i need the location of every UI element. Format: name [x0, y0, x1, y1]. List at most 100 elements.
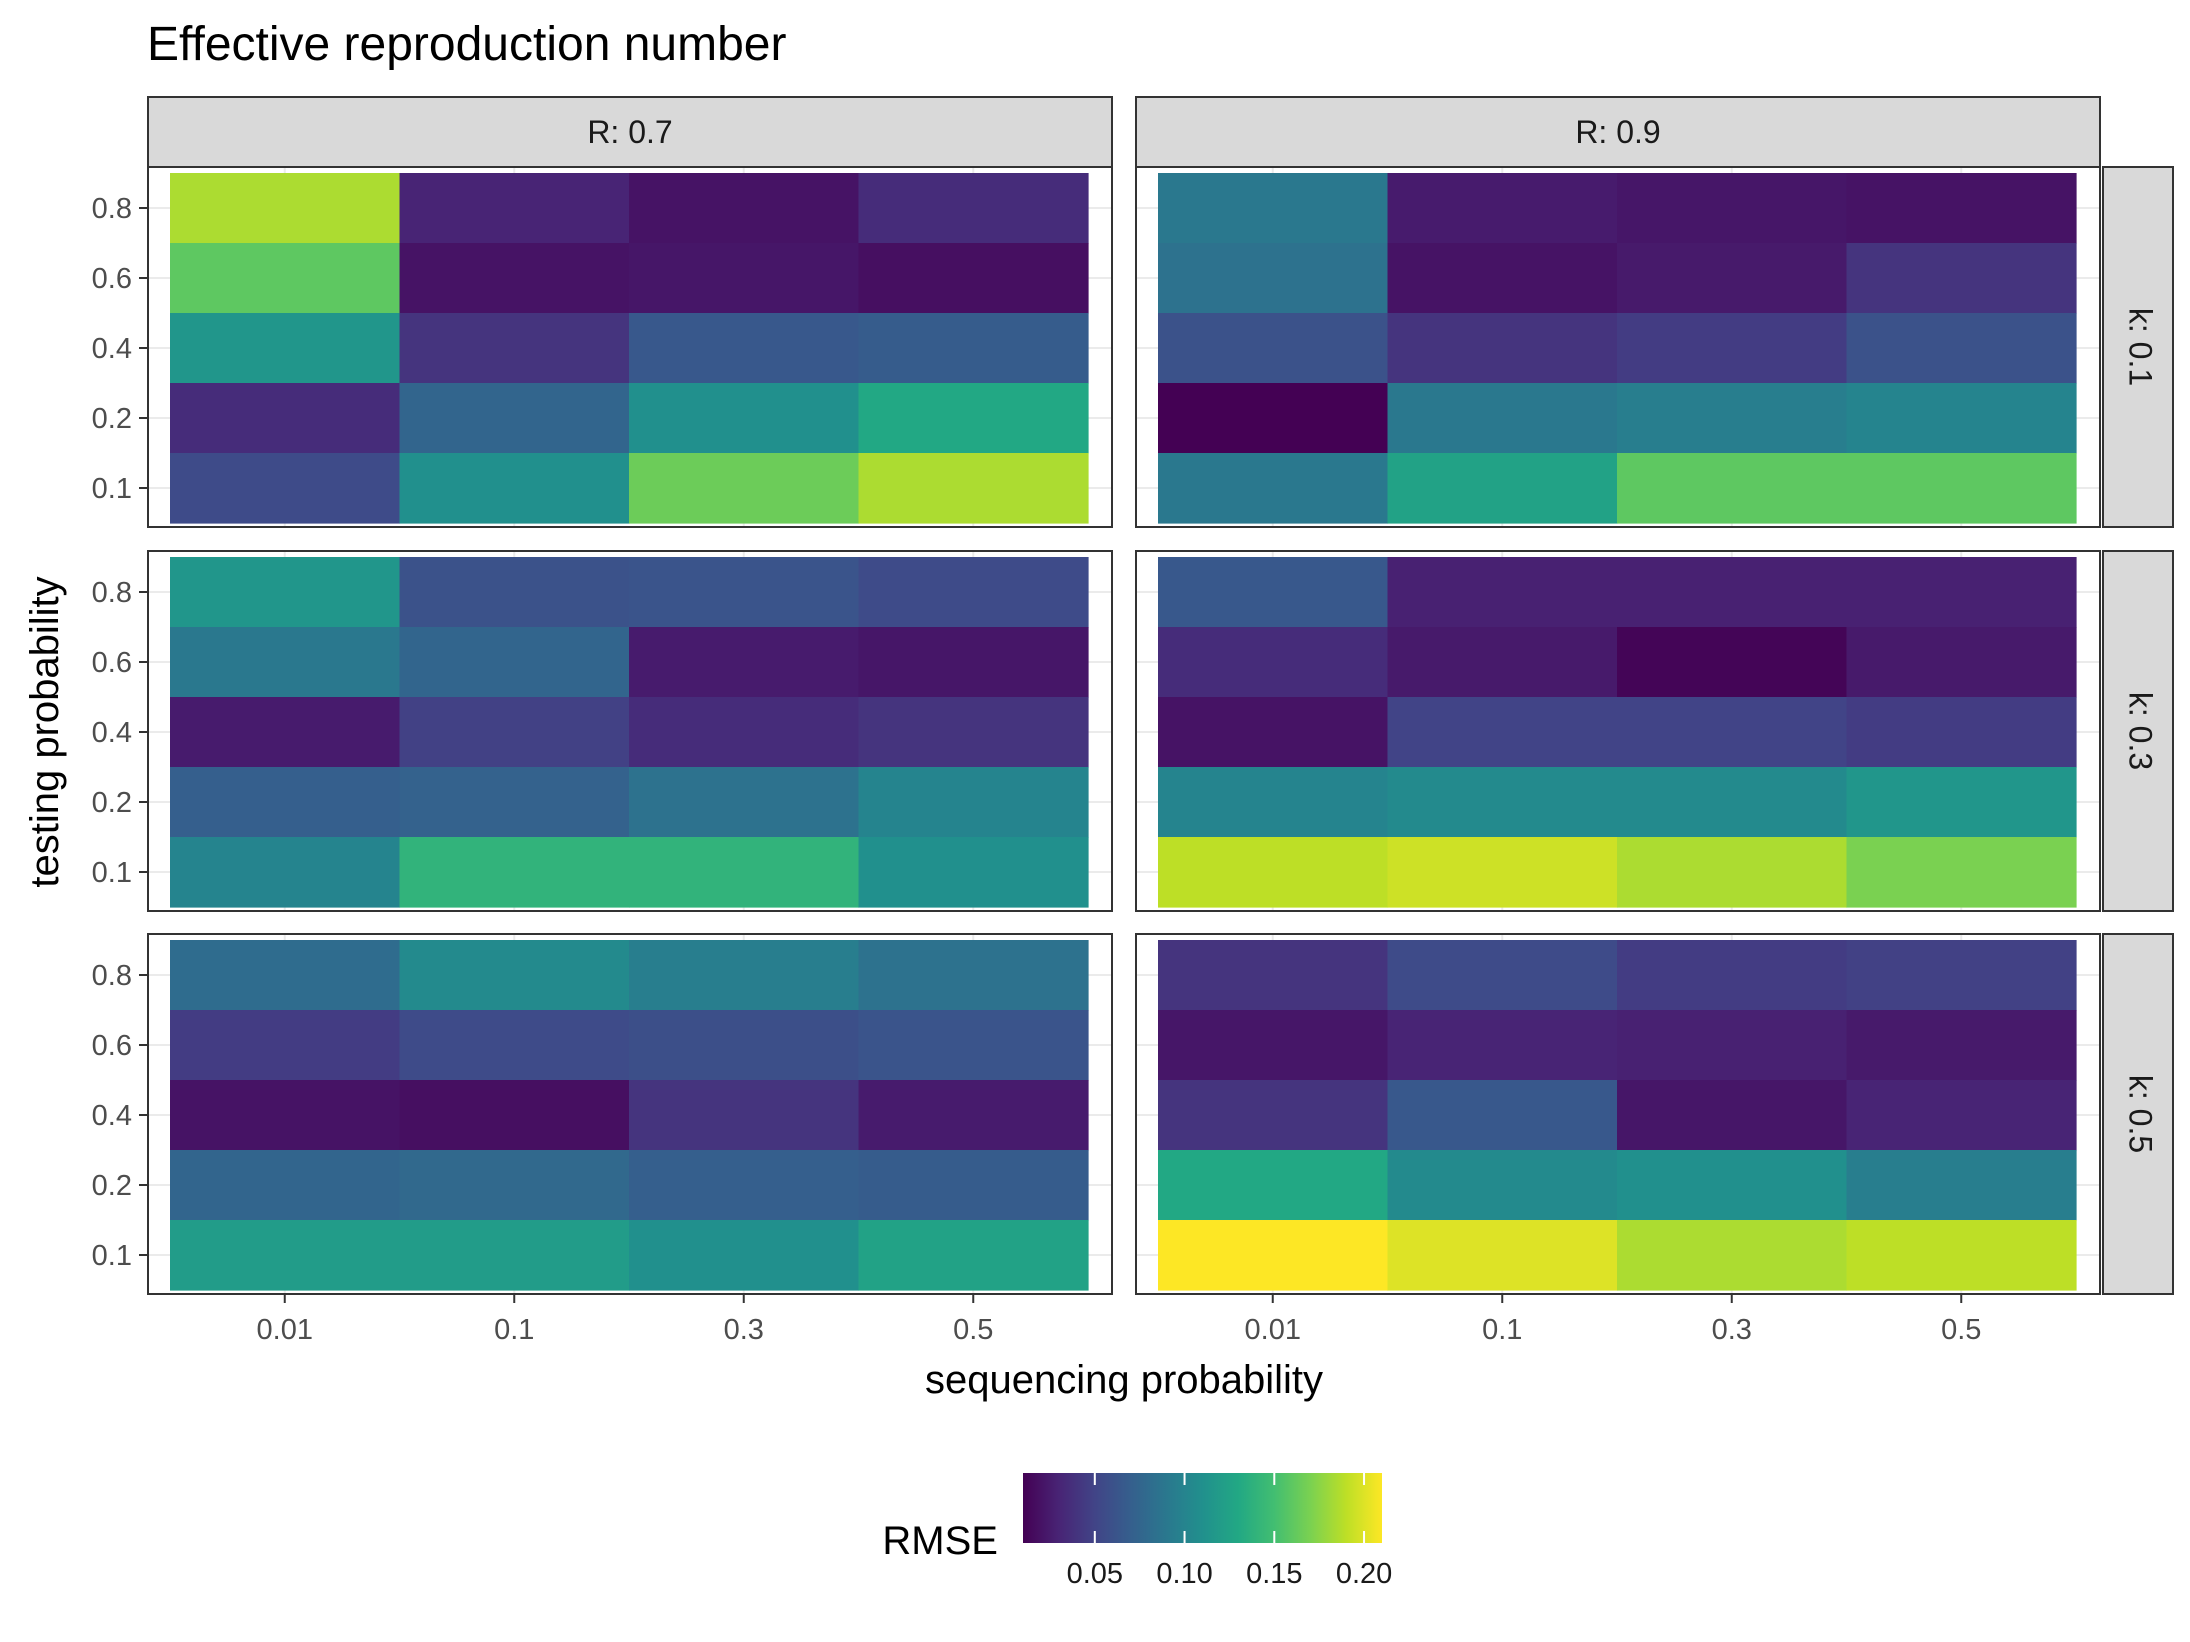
heatmap-cell [1846, 313, 2077, 384]
heatmap-cell [1387, 837, 1618, 908]
heatmap-cell [1617, 313, 1848, 384]
heatmap-cell [170, 697, 401, 768]
heatmap-cell [1846, 1220, 2077, 1291]
heatmap-cell [1158, 453, 1389, 524]
heatmap-cell [1617, 940, 1848, 1011]
heatmap-cell [170, 940, 401, 1011]
heatmap-cell [629, 453, 860, 524]
row-strip-label: k: 0.3 [2123, 692, 2159, 770]
legend-tick-label: 0.20 [1336, 1558, 1392, 1590]
heatmap-cell [1387, 1080, 1618, 1151]
heatmap-cell [1617, 1150, 1848, 1221]
heatmap-cell [1617, 837, 1848, 908]
heatmap-cell [1158, 697, 1389, 768]
x-tick-label: 0.3 [1712, 1314, 1752, 1346]
heatmap-cell [399, 837, 630, 908]
heatmap-cell [399, 173, 630, 244]
heatmap-cell [1387, 1010, 1618, 1081]
heatmap-cell [399, 313, 630, 384]
heatmap-cell [399, 697, 630, 768]
heatmap-cell [1158, 837, 1389, 908]
legend-tick-label: 0.10 [1156, 1558, 1212, 1590]
heatmap-cell [399, 1080, 630, 1151]
heatmap-cell [1387, 767, 1618, 838]
heatmap-cell [1846, 173, 2077, 244]
heatmap-cell [1617, 627, 1848, 698]
heatmap-cell [629, 1220, 860, 1291]
x-tick-label: 0.5 [953, 1314, 993, 1346]
heatmap-cell [1387, 243, 1618, 314]
heatmap-cell [629, 243, 860, 314]
legend: RMSE 0.05 0.10 0.15 0.20 [882, 1473, 1392, 1590]
heatmap-cell [1158, 627, 1389, 698]
heatmap-cell [629, 557, 860, 628]
heatmap-cell [1617, 453, 1848, 524]
legend-colorbar [1023, 1473, 1382, 1543]
heatmap-cell [1387, 557, 1618, 628]
heatmap-cell [1158, 557, 1389, 628]
heatmap-cell [1846, 940, 2077, 1011]
heatmap-cell [1617, 697, 1848, 768]
y-tick-label: 0.8 [92, 193, 132, 225]
heatmap-cell [858, 627, 1089, 698]
heatmap-cell [858, 313, 1089, 384]
heatmap-panel [1135, 550, 2101, 912]
heatmap-cell [170, 557, 401, 628]
heatmap-cell [858, 940, 1089, 1011]
heatmap-cell [1846, 767, 2077, 838]
heatmap-cell [629, 697, 860, 768]
heatmap-cell [1387, 313, 1618, 384]
heatmap-cell [1617, 1010, 1848, 1081]
heatmap-cell [1158, 243, 1389, 314]
x-tick-label: 0.01 [1245, 1314, 1301, 1346]
heatmap-panel: 0.8 0.6 0.4 0.2 0.1 0.01 0.1 0.3 0.5 [92, 933, 1113, 1346]
heatmap-cell [399, 1010, 630, 1081]
heatmap-cell [629, 173, 860, 244]
heatmap-cell [629, 1010, 860, 1081]
legend-tick-label: 0.05 [1067, 1558, 1123, 1590]
y-tick-label: 0.1 [92, 1240, 132, 1272]
y-tick-label: 0.4 [92, 333, 132, 365]
heatmap-panel: 0.8 0.6 0.4 0.2 0.1 [92, 550, 1113, 912]
heatmap-cell [1158, 767, 1389, 838]
panel-border [1135, 933, 2101, 1295]
heatmap-cell [1158, 383, 1389, 454]
y-tick-label: 0.2 [92, 1170, 132, 1202]
heatmap-cell [858, 1080, 1089, 1151]
row-strip [2102, 166, 2174, 528]
heatmap-cell [170, 1010, 401, 1081]
heatmap-cell [170, 453, 401, 524]
panel-border [1135, 166, 2101, 528]
heatmap-cell [1617, 383, 1848, 454]
column-strip-label: R: 0.7 [587, 114, 672, 150]
y-tick-label: 0.6 [92, 1030, 132, 1062]
heatmap-cell [399, 453, 630, 524]
heatmap-cell [170, 767, 401, 838]
y-tick-label: 0.2 [92, 403, 132, 435]
y-tick-label: 0.6 [92, 647, 132, 679]
heatmap-cell [629, 627, 860, 698]
heatmap-cell [399, 767, 630, 838]
heatmap-cell [1846, 627, 2077, 698]
heatmap-cell [399, 1150, 630, 1221]
heatmap-cell [858, 557, 1089, 628]
x-tick-label: 0.01 [257, 1314, 313, 1346]
heatmap-cell [858, 767, 1089, 838]
heatmap-cell [858, 243, 1089, 314]
heatmap-cell [1846, 1010, 2077, 1081]
y-tick-label: 0.4 [92, 717, 132, 749]
heatmap-cell [170, 313, 401, 384]
row-strip-label: k: 0.1 [2123, 308, 2159, 386]
heatmap-cell [1617, 243, 1848, 314]
heatmap-panel [1135, 166, 2101, 528]
heatmap-cell [1387, 1150, 1618, 1221]
heatmap-cell [858, 173, 1089, 244]
heatmap-cell [1387, 383, 1618, 454]
chart-title: Effective reproduction number [147, 18, 786, 71]
heatmap-cell [1158, 1150, 1389, 1221]
heatmap-cell [1158, 940, 1389, 1011]
heatmap-cell [170, 173, 401, 244]
heatmap-cell [1387, 1220, 1618, 1291]
row-strip [2102, 933, 2174, 1295]
heatmap-cell [399, 557, 630, 628]
